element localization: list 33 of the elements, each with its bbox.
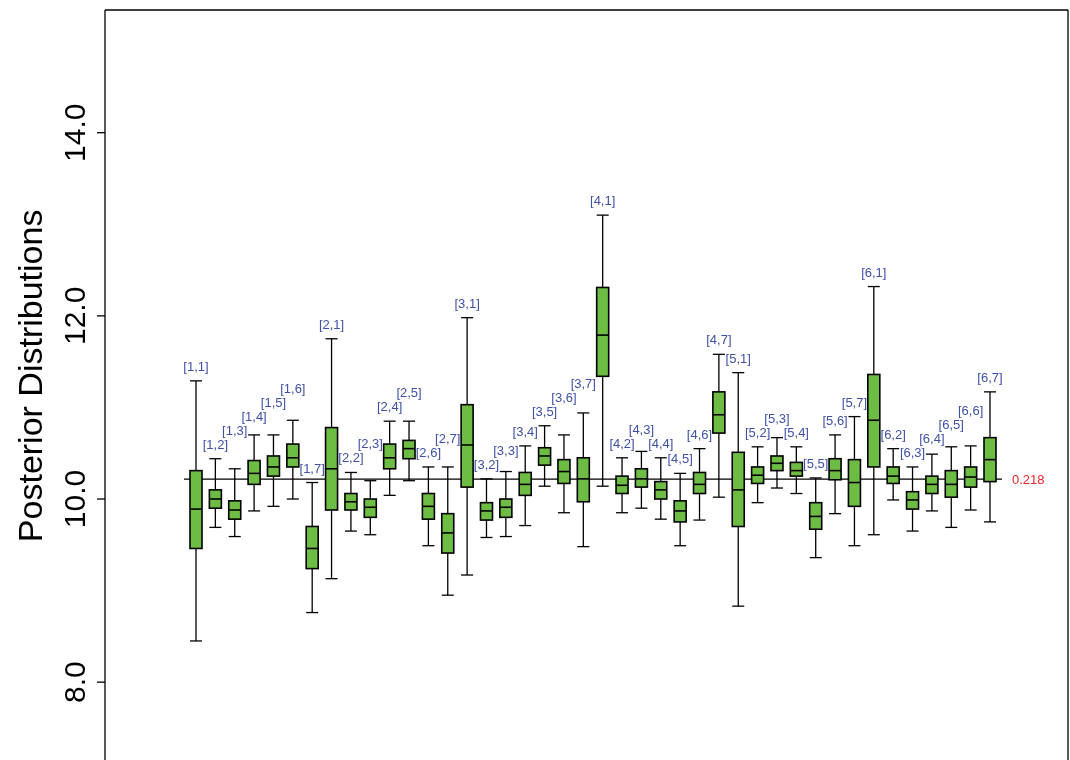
x-tick-label: [1,6] [280, 380, 306, 396]
x-tick-label: [3,1] [454, 295, 480, 311]
x-tick-label: [2,1] [318, 316, 345, 332]
x-tick-label: [2,2] [338, 450, 364, 466]
x-tick-label: [2,5] [396, 385, 422, 401]
x-tick-label: [3,3] [493, 442, 519, 458]
x-tick-label: [5,1] [725, 350, 751, 366]
x-tick-label: [1,7] [299, 460, 325, 476]
x-tick-label: [6,6] [957, 402, 984, 418]
y-tick-label: 12.0 [58, 286, 91, 346]
x-tick-label: [3,7] [570, 375, 596, 391]
x-tick-label: [1,1] [183, 358, 209, 374]
x-tick-label: [4,5] [667, 451, 693, 467]
x-tick-label: [5,6] [822, 412, 848, 428]
x-tick-label: [6,2] [880, 426, 906, 442]
x-tick-label: [5,3] [764, 410, 790, 426]
x-tick-label: [6,7] [977, 369, 1003, 385]
y-axis-title: Posterior Distributions [11, 209, 49, 543]
x-tick-label: [3,4] [512, 423, 538, 439]
x-tick-label: [4,3] [628, 421, 655, 437]
x-tick-label: [6,1] [861, 264, 887, 280]
x-tick-label: [4,1] [590, 193, 616, 209]
x-tick-label: [4,7] [706, 332, 732, 348]
x-tick-label: [5,7] [841, 394, 868, 410]
y-tick-label: 10.0 [58, 469, 91, 529]
x-tick-label: [2,4] [377, 399, 403, 415]
y-tick-label: 14.0 [58, 103, 91, 162]
x-tick-label: [2,7] [435, 430, 461, 446]
text: 0.218 [1012, 472, 1045, 488]
y-tick-label: 8.0 [58, 661, 91, 704]
x-tick-label: [4,6] [686, 426, 713, 442]
x-tick-label: [5,5] [803, 455, 829, 471]
x-tick-label: [2,3] [357, 436, 383, 452]
